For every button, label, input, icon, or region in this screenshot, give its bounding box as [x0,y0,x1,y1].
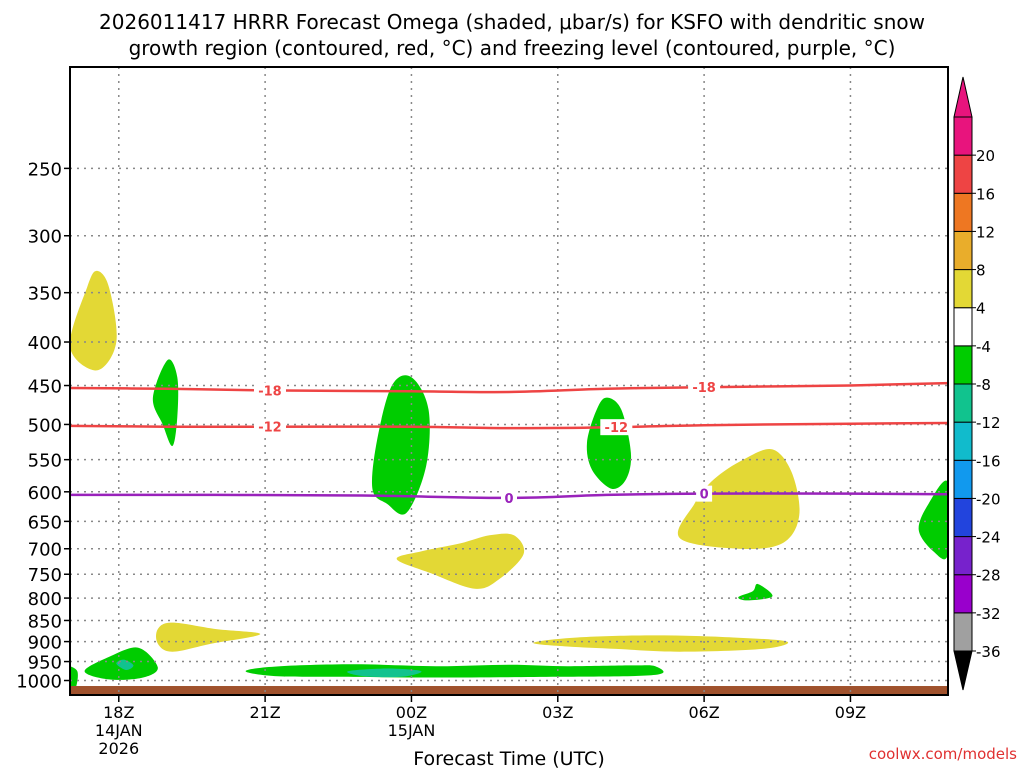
colorbar-label-6: -16 [976,452,1001,470]
y-tick-label-400: 400 [28,333,62,354]
omega-region-10 [533,635,789,652]
x-axis-label: Forecast Time (UTC) [413,748,604,768]
omega-region-1 [70,270,117,371]
colorbar-label-1: -36 [976,643,1001,661]
omega-region-3 [371,375,430,515]
x-tick-label-09Z: 09Z [835,703,866,722]
y-tick-label-600: 600 [28,483,62,504]
y-axis: 2503003504004505005506006507007508008509… [16,159,70,693]
colorbar-swatch-9 [953,307,973,347]
colorbar-swatch-13 [953,154,973,194]
colorbar-label-13: 16 [976,185,995,203]
colorbar-swatch-14 [953,116,973,156]
y-tick-label-900: 900 [28,633,62,654]
contour-label-bg-neg18-2 [688,379,721,396]
omega-region-7 [738,583,773,601]
contour-label-bg-0-2 [696,485,713,502]
contour-label-0-1: 0 [504,492,513,507]
y-tick-label-650: 650 [28,512,62,533]
colorbar-label-11: 8 [976,262,986,280]
colorbar-label-4: -24 [976,529,1001,547]
x-tick-label-21Z: 21Z [249,703,280,722]
plot-frame [69,66,949,696]
colorbar-label-10: 4 [976,300,986,318]
colorbar-label-7: -12 [976,414,1001,432]
x-tick-year-18Z: 2026 [98,739,139,758]
omega-region-2 [152,359,179,447]
y-tick-label-300: 300 [28,227,62,248]
x-tick-label-00Z: 00Z [396,703,427,722]
colorbar-swatch-12 [953,192,973,232]
contour-label-bg-neg12-1 [253,418,286,435]
contour-label-bg-neg18-1 [253,382,286,399]
colorbar-swatch-2 [953,574,973,614]
chart-title-line1: 2026011417 HRRR Forecast Omega (shaded, … [99,10,925,34]
plot-area: -18 -18 -12 -12 0 0 [69,66,949,696]
y-tick-label-500: 500 [28,415,62,436]
y-tick-label-950: 950 [28,653,62,674]
colorbar-swatch-3 [953,536,973,576]
x-tick-date-18Z: 14JAN [95,721,143,740]
x-tick-date-00Z: 15JAN [388,721,436,740]
colorbar-label-9: -4 [976,338,991,356]
y-tick-label-700: 700 [28,540,62,561]
y-tick-label-1000: 1000 [16,672,62,693]
colorbar-low-arrow [953,650,973,691]
chart-title-line2: growth region (contoured, red, °C) and f… [129,36,896,60]
x-tick-label-06Z: 06Z [688,703,719,722]
contour-label-neg18-2: -18 [692,381,716,396]
colorbar-label-12: 12 [976,223,995,241]
plot-background [70,67,948,695]
contour-label-bg-0-1 [501,489,517,506]
y-tick-label-750: 750 [28,565,62,586]
colorbar-swatch-5 [953,459,973,499]
x-tick-label-18Z: 18Z [103,703,134,722]
colorbar-legend: -36 -32 -28 -24 -20 -16 -12 -8 -4 4 8 12 16 20 [953,76,1001,691]
omega-region-8 [918,480,948,560]
colorbar-label-8: -8 [976,376,991,394]
contour-label-0-2: 0 [700,488,709,503]
contour-line-neg12 [70,421,948,430]
colorbar-swatch-10 [953,269,973,309]
contour-line-neg18 [70,381,948,394]
y-tick-label-800: 800 [28,589,62,610]
credit-text: coolwx.com/models [869,745,1017,763]
colorbar-swatch-7 [953,383,973,423]
ground-layer [70,686,948,695]
ground-bar [70,686,948,695]
contour-label-neg18-1: -18 [258,384,282,399]
contour-label-neg12-2: -12 [605,421,629,436]
contour-line-0 [70,492,948,500]
temperature-contours: -18 -18 -12 -12 0 0 [70,379,948,507]
colorbar-swatch-8 [953,345,973,385]
x-tick-label-03Z: 03Z [542,703,573,722]
omega-region-15 [347,668,422,678]
omega-region-6 [677,449,800,550]
colorbar-swatch-1 [953,612,973,652]
colorbar-label-2: -32 [976,605,1001,623]
colorbar-swatch-6 [953,421,973,461]
colorbar-swatch-4 [953,497,973,538]
y-tick-label-250: 250 [28,159,62,180]
y-tick-label-450: 450 [28,377,62,398]
colorbar-high-arrow [953,76,973,118]
contour-label-neg12-1: -12 [258,421,282,436]
colorbar-label-5: -20 [976,490,1001,508]
y-tick-label-350: 350 [28,284,62,305]
omega-region-13 [70,666,78,693]
omega-region-9 [156,622,261,652]
colorbar-swatch-11 [953,230,973,271]
omega-region-5 [396,533,525,589]
y-tick-label-850: 850 [28,611,62,632]
colorbar-label-14: 20 [976,147,995,165]
contour-label-bg-neg12-2 [600,419,633,436]
y-tick-label-550: 550 [28,451,62,472]
omega-region-14 [245,664,664,678]
colorbar-label-3: -28 [976,567,1001,585]
